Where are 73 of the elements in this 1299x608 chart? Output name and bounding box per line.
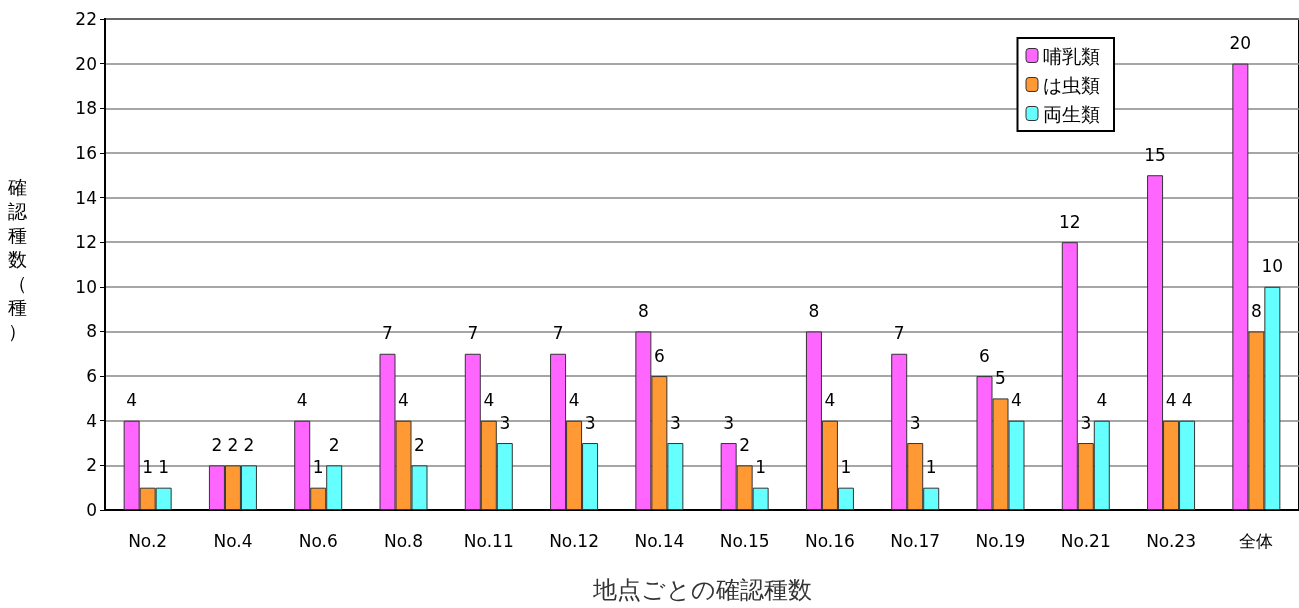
y-tick-label: 22	[75, 9, 97, 29]
y-tick-label: 20	[75, 53, 97, 74]
data-label: 4	[824, 390, 836, 411]
x-tick-label: No.6	[298, 530, 338, 551]
data-label: 2	[211, 434, 223, 455]
data-label: 7	[467, 323, 479, 344]
y-tick-label: 2	[86, 455, 97, 476]
data-label: 2	[739, 434, 751, 455]
data-label: 1	[925, 457, 937, 478]
data-label: 20	[1229, 33, 1252, 54]
x-axis-title: 地点ごとの確認種数	[591, 576, 812, 604]
x-tick-label: No.8	[383, 530, 424, 551]
legend-label: 哺乳類	[1043, 44, 1100, 67]
data-label: 1	[755, 457, 767, 478]
data-label: 7	[552, 323, 564, 344]
x-tick-label: No.2	[128, 530, 168, 551]
y-tick-label: 8	[86, 321, 97, 342]
data-label: 4	[1096, 390, 1108, 411]
y-tick-label: 4	[86, 410, 97, 431]
y-tick-label: 14	[75, 187, 97, 208]
data-label: 10	[1261, 256, 1284, 277]
x-tick-label: No.19	[975, 530, 1026, 551]
data-label: 1	[840, 457, 852, 478]
data-label: 7	[382, 323, 393, 344]
data-label: 4	[296, 390, 308, 411]
data-label: 6	[979, 345, 990, 366]
data-label: 3	[669, 412, 681, 433]
data-label: 3	[723, 412, 735, 433]
data-label: 4	[568, 390, 580, 411]
x-tick-label: No.14	[634, 530, 685, 551]
x-tick-label: No.21	[1060, 530, 1111, 551]
data-label: 1	[158, 457, 170, 478]
y-tick-label: 12	[75, 232, 97, 253]
data-label: 6	[653, 345, 665, 366]
data-label: 3	[909, 412, 921, 433]
data-label: 8	[637, 300, 649, 321]
data-label: 4	[1181, 390, 1193, 411]
x-tick-label: No.16	[805, 530, 855, 551]
x-tick-label: 全体	[1239, 530, 1274, 551]
data-label: 15	[1144, 144, 1166, 165]
y-tick-label: 16	[75, 142, 97, 163]
x-tick-label: No.23	[1146, 530, 1196, 551]
data-label: 5	[995, 367, 1006, 388]
y-tick-label: 18	[75, 98, 97, 119]
legend-label: は虫類	[1043, 73, 1100, 96]
data-label: 4	[1165, 390, 1177, 411]
x-tick-label: No.17	[890, 530, 941, 551]
legend-label: 両生類	[1043, 102, 1100, 125]
data-label: 8	[808, 300, 820, 321]
data-label: 8	[1250, 300, 1262, 321]
y-tick-label: 0	[86, 500, 97, 520]
x-tick-label: No.12	[549, 530, 599, 551]
data-label: 2	[227, 434, 239, 455]
data-label: 1	[312, 457, 324, 478]
data-label: 2	[243, 434, 255, 455]
data-label: 4	[1011, 390, 1022, 411]
data-label: 4	[398, 390, 409, 411]
x-tick-label: No.11	[463, 530, 514, 551]
data-label: 3	[1080, 412, 1092, 433]
data-label: 4	[126, 390, 138, 411]
y-tick-label: 6	[86, 366, 97, 387]
data-label: 3	[499, 412, 511, 433]
y-tick-label: 10	[75, 276, 97, 297]
data-label: 2	[328, 434, 340, 455]
x-tick-label: No.4	[213, 530, 253, 551]
x-tick-label: No.15	[719, 530, 770, 551]
data-label: 2	[414, 434, 425, 455]
data-label: 12	[1058, 211, 1081, 232]
y-axis-title: 確認種数（種）	[7, 176, 27, 342]
data-label: 1	[142, 457, 154, 478]
data-label: 7	[893, 323, 905, 344]
data-label: 3	[584, 412, 596, 433]
data-label: 4	[483, 390, 495, 411]
